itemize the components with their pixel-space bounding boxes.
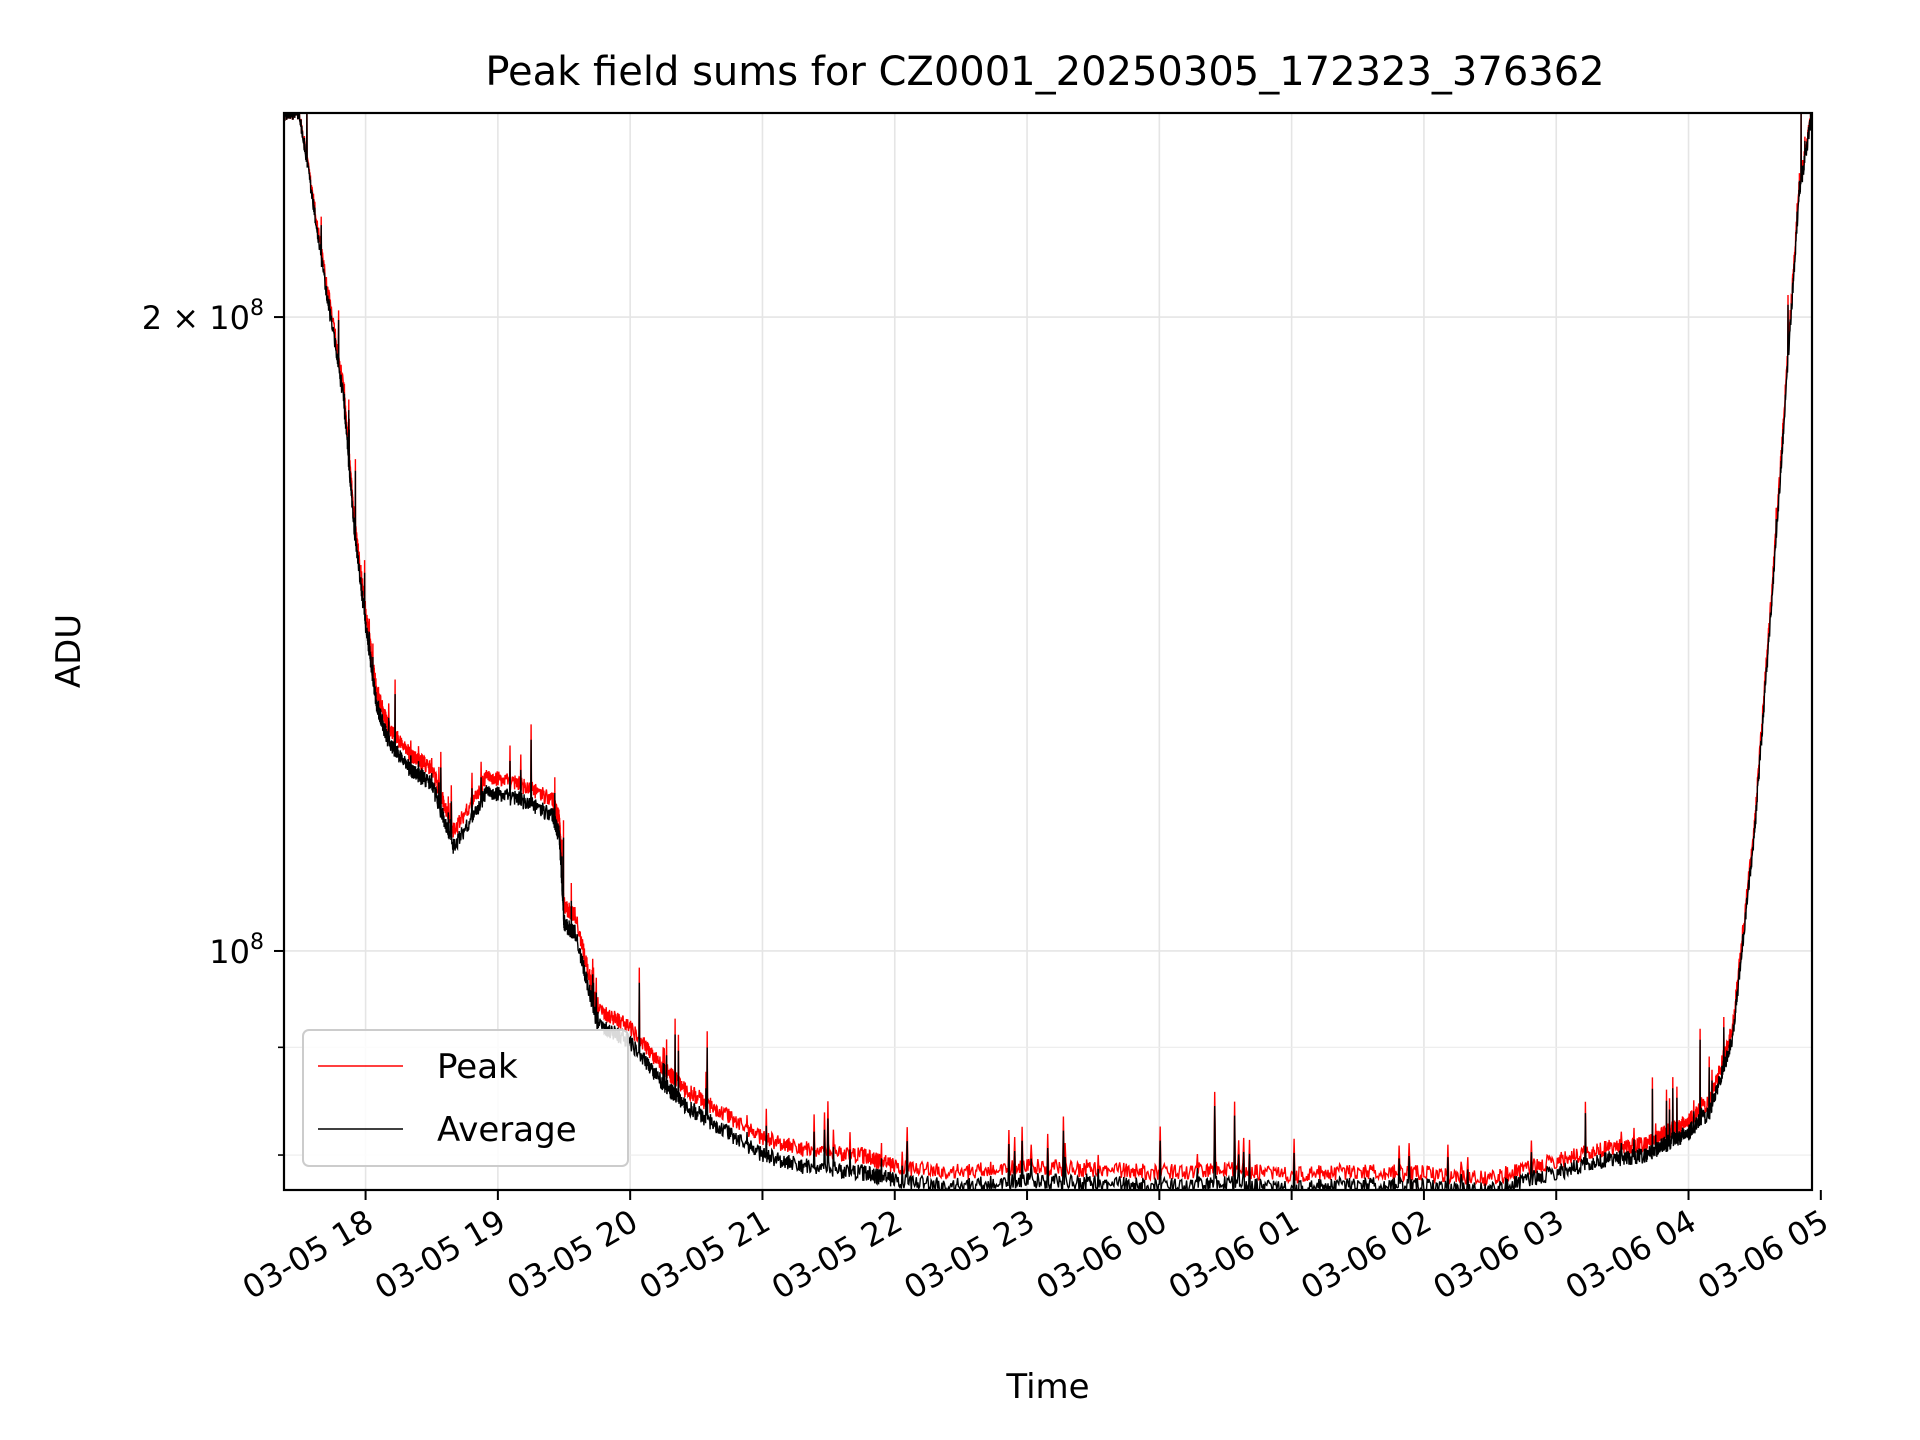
legend-label-peak: Peak: [437, 1047, 518, 1087]
y-axis: 108 2 × 108: [142, 296, 284, 1156]
legend-label-average: Average: [437, 1110, 577, 1150]
y-tick-label: 108: [209, 930, 264, 971]
legend-box: [302, 1029, 629, 1167]
plot-frame: [282, 111, 1814, 1192]
legend: Peak Average: [302, 1029, 629, 1167]
y-axis-label: ADU: [49, 614, 89, 688]
series-line-peak: [284, 113, 1812, 1188]
series-group: [284, 113, 1812, 1190]
x-axis-label: Time: [1005, 1367, 1089, 1407]
series-line-average: [284, 113, 1812, 1190]
chart-title: Peak field sums for CZ0001_20250305_1723…: [485, 49, 1604, 95]
y-tick-label: 2 × 108: [142, 296, 264, 337]
